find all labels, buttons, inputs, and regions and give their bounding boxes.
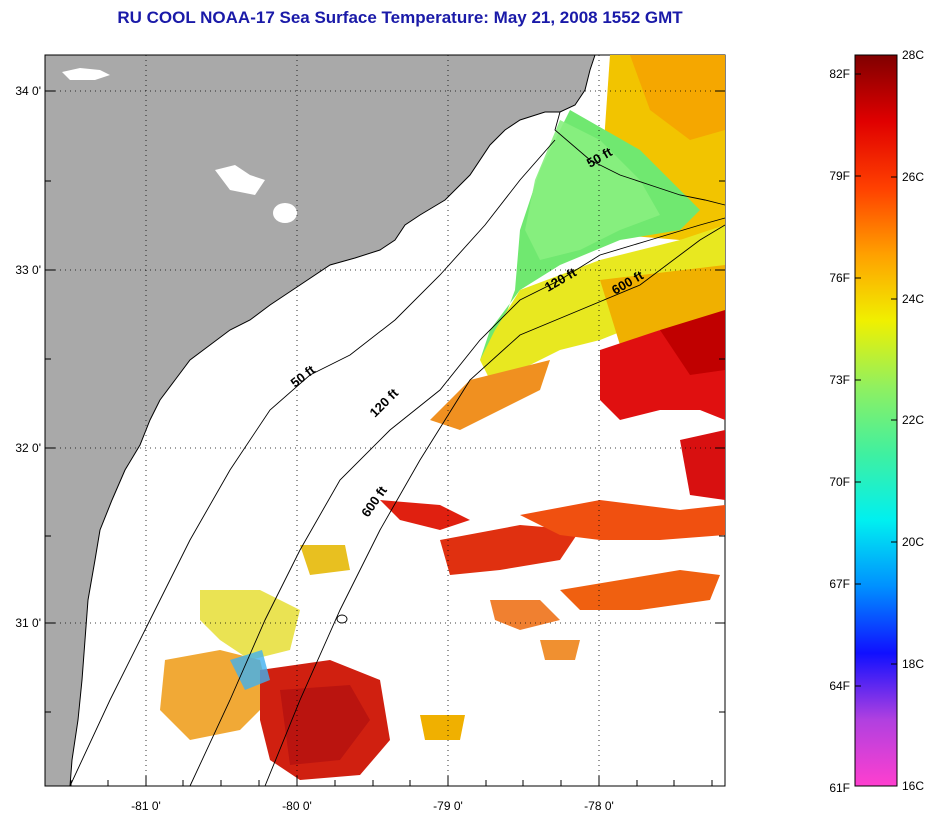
celsius-label: 22C — [902, 413, 924, 427]
colorbar-c-ticks — [891, 54, 897, 787]
longitude-labels: -81 0' -80 0' -79 0' -78 0' — [131, 799, 614, 813]
latitude-labels: 34 0' 33 0' 32 0' 31 0' — [15, 84, 41, 630]
colorbar-f-ticks — [855, 73, 861, 787]
fahrenheit-label: 67F — [829, 577, 850, 591]
colorbar-c-labels: 28C 26C 24C 22C 20C 18C 16C — [902, 48, 924, 793]
celsius-label: 24C — [902, 292, 924, 306]
land-mass — [44, 54, 596, 787]
lon-label: -81 0' — [131, 799, 161, 813]
celsius-label: 16C — [902, 779, 924, 793]
colorbar: 28C 26C 24C 22C 20C 18C 16C 82F 79F 76F … — [829, 48, 924, 795]
fahrenheit-label: 64F — [829, 679, 850, 693]
lat-label: 32 0' — [15, 441, 41, 455]
fahrenheit-label: 73F — [829, 373, 850, 387]
celsius-label: 28C — [902, 48, 924, 62]
lon-label: -78 0' — [584, 799, 614, 813]
fahrenheit-label: 70F — [829, 475, 850, 489]
fahrenheit-label: 76F — [829, 271, 850, 285]
axis-ticks — [45, 90, 725, 786]
lon-label: -79 0' — [433, 799, 463, 813]
fahrenheit-label: 61F — [829, 781, 850, 795]
lat-label: 34 0' — [15, 84, 41, 98]
map-title: RU COOL NOAA-17 Sea Surface Temperature:… — [117, 8, 683, 27]
celsius-label: 18C — [902, 657, 924, 671]
land-gaps — [62, 68, 330, 307]
fahrenheit-label: 82F — [829, 67, 850, 81]
colorbar-f-labels: 82F 79F 76F 73F 70F 67F 64F 61F — [829, 67, 850, 795]
colorbar-scale — [854, 54, 898, 787]
lat-label: 33 0' — [15, 263, 41, 277]
celsius-label: 26C — [902, 170, 924, 184]
fahrenheit-label: 79F — [829, 169, 850, 183]
lat-label: 31 0' — [15, 616, 41, 630]
celsius-label: 20C — [902, 535, 924, 549]
grid-lines — [45, 55, 725, 786]
lon-label: -80 0' — [282, 799, 312, 813]
